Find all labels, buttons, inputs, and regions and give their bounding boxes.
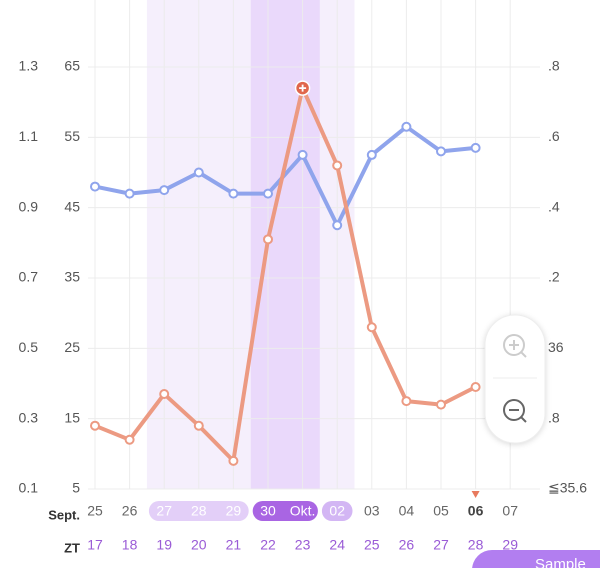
phase-pill [148, 501, 249, 521]
point [159, 389, 170, 400]
y-tick-label: 45 [64, 198, 80, 214]
x-tick-label: 06 [468, 503, 484, 519]
x-tick-label: Okt. [290, 503, 316, 519]
x-tick-label: 07 [502, 503, 518, 519]
y-tick-label: 35 [64, 269, 80, 285]
series-line [94, 124, 476, 228]
y2-tick-label: ≦35.6 [548, 480, 587, 496]
point [436, 399, 446, 410]
cycle-day: 28 [468, 537, 484, 553]
y2-tick-label: .8 [548, 58, 560, 74]
y-tick-label: 15 [64, 409, 80, 425]
y3-tick-label: 1.1 [19, 128, 39, 144]
zoom-controls [484, 314, 546, 444]
cycle-day: 17 [87, 537, 103, 553]
point [332, 160, 343, 171]
row-label: Sept. [48, 507, 80, 522]
cycle-day: 18 [122, 537, 138, 553]
point [124, 434, 135, 445]
point [124, 188, 135, 199]
y2-tick-label: .8 [548, 409, 560, 425]
point [228, 455, 239, 466]
point [297, 149, 308, 160]
point [263, 234, 273, 245]
y2-tick-label: .4 [548, 198, 560, 214]
point [90, 181, 100, 192]
zoom-panel [484, 314, 546, 444]
sample-button[interactable] [472, 550, 600, 568]
point [193, 167, 204, 178]
phase-pill [321, 501, 353, 521]
point [470, 382, 481, 393]
point [332, 220, 343, 231]
x-tick-label: 05 [433, 503, 449, 519]
cycle-day: 23 [295, 537, 311, 553]
point [159, 185, 170, 196]
cycle-day: 25 [364, 537, 380, 553]
y-tick-label: 65 [64, 58, 80, 74]
y3-tick-label: 0.7 [19, 269, 39, 285]
y2-tick-label: 36 [548, 339, 564, 355]
cycle-day: 20 [191, 537, 207, 553]
point [366, 322, 377, 333]
x-tick-label: 02 [329, 503, 345, 519]
point [401, 121, 412, 132]
cycle-day: 27 [433, 537, 449, 553]
x-tick-label: 28 [191, 503, 207, 519]
sample-button-label: Sample [535, 556, 586, 568]
y3-tick-label: 0.9 [19, 198, 39, 214]
x-tick-label: 25 [87, 503, 103, 519]
y-tick-label: 55 [64, 128, 80, 144]
y3-tick-label: 0.3 [19, 409, 39, 425]
phase-pill [252, 501, 318, 521]
y3-tick-label: 1.3 [19, 58, 39, 74]
peak-plus [299, 84, 307, 92]
cycle-day: 19 [156, 537, 172, 553]
zoom-in-icon [509, 340, 527, 358]
y2-tick-label: .2 [548, 269, 560, 285]
cycle-day: 26 [399, 537, 415, 553]
series-line [94, 86, 477, 463]
row-label: ZT [64, 540, 80, 555]
cycle-day: 24 [329, 537, 345, 553]
x-tick-label: 29 [226, 503, 242, 519]
x-tick-label: 30 [260, 503, 276, 519]
point [263, 188, 273, 199]
point [193, 420, 204, 431]
point [366, 149, 377, 160]
point [436, 146, 446, 157]
point [401, 396, 412, 407]
phase-band [250, 0, 320, 489]
today-marker [471, 491, 480, 498]
y-tick-label: 5 [72, 480, 80, 496]
cycle-day: 22 [260, 537, 276, 553]
y3-tick-label: 0.5 [19, 339, 39, 355]
x-tick-label: 03 [364, 503, 380, 519]
point [228, 188, 239, 199]
x-tick-label: 26 [122, 503, 138, 519]
x-tick-label: 27 [156, 503, 172, 519]
zoom-out[interactable] [503, 399, 525, 421]
cycle-day: 29 [502, 537, 518, 553]
point [470, 142, 481, 153]
y-tick-label: 25 [64, 339, 80, 355]
point [90, 420, 100, 431]
y2-tick-label: .6 [548, 128, 560, 144]
y3-tick-label: 0.1 [19, 480, 39, 496]
zoom-out-icon [509, 409, 527, 423]
cycle-day: 21 [226, 537, 242, 553]
zoom-in[interactable] [503, 334, 525, 356]
x-tick-label: 04 [399, 503, 415, 519]
